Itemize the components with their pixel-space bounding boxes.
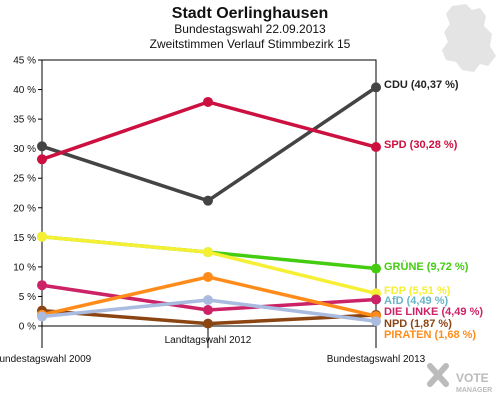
germany-map-icon	[442, 4, 496, 72]
y-tick-label: 40 %	[13, 85, 36, 96]
logo-text-vote: VOTE	[456, 371, 489, 385]
end-label-spd: SPD (30,28 %)	[384, 139, 458, 151]
y-tick-label: 25 %	[13, 174, 36, 185]
data-point	[203, 294, 213, 305]
end-label-die-linke: DIE LINKE (4,49 %)	[384, 306, 483, 318]
chart-subtitle-district: Zweitstimmen Verlauf Stimmbezirk 15	[150, 37, 351, 51]
y-tick-label: 30 %	[13, 144, 36, 155]
y-tick-label: 5 %	[19, 292, 36, 303]
vote-manager-x-icon	[427, 363, 449, 387]
data-point	[371, 294, 381, 305]
data-point	[203, 96, 213, 107]
data-point	[203, 195, 213, 206]
data-point	[203, 247, 213, 258]
end-label-gr-ne: GRÜNE (9,72 %)	[384, 260, 469, 273]
logo-text-manager: MANAGER	[456, 387, 492, 394]
end-labels: CDU (40,37 %) SPD (30,28 %) GRÜNE (9,72 %)…	[384, 79, 483, 341]
data-point	[203, 318, 213, 329]
y-tick-label: 45 %	[13, 56, 36, 67]
data-point	[37, 231, 47, 242]
data-point	[371, 263, 381, 274]
end-label-cdu: CDU (40,37 %)	[384, 79, 459, 91]
y-tick-label: 0 %	[19, 322, 36, 333]
data-point	[371, 316, 381, 327]
end-label-afd: AfD (4,49 %)	[384, 295, 449, 307]
vote-manager-logo: VOTE MANAGER	[427, 363, 492, 394]
data-point	[37, 154, 47, 165]
y-tick-label: 15 %	[13, 233, 36, 244]
data-point	[203, 271, 213, 282]
data-point	[371, 82, 381, 93]
chart-subtitle-date: Bundestagswahl 22.09.2013	[174, 22, 326, 36]
x-tick-label: Landtagswahl 2012	[165, 335, 252, 346]
data-point	[37, 311, 47, 322]
series-group	[37, 82, 381, 329]
series-sonstige	[37, 294, 381, 327]
end-label-fdp: FDP (5,51 %)	[384, 285, 451, 297]
y-tick-label: 20 %	[13, 203, 36, 214]
data-point	[37, 141, 47, 152]
y-tick-label: 35 %	[13, 115, 36, 126]
chart-title: Stadt Oerlinghausen	[172, 5, 328, 22]
data-point	[371, 142, 381, 153]
series-line	[40, 100, 378, 162]
end-label-npd: NPD (1,87 %)	[384, 318, 452, 330]
x-tick-label: Bundestagswahl 2013	[327, 354, 426, 365]
data-point	[37, 280, 47, 291]
y-tick-label: 10 %	[13, 262, 36, 273]
series-spd	[37, 96, 381, 165]
series-cdu	[37, 82, 381, 206]
data-point	[203, 305, 213, 316]
end-label-piraten: PIRATEN (1,68 %)	[384, 329, 476, 341]
x-tick-label: Bundestagswahl 2009	[0, 354, 92, 365]
